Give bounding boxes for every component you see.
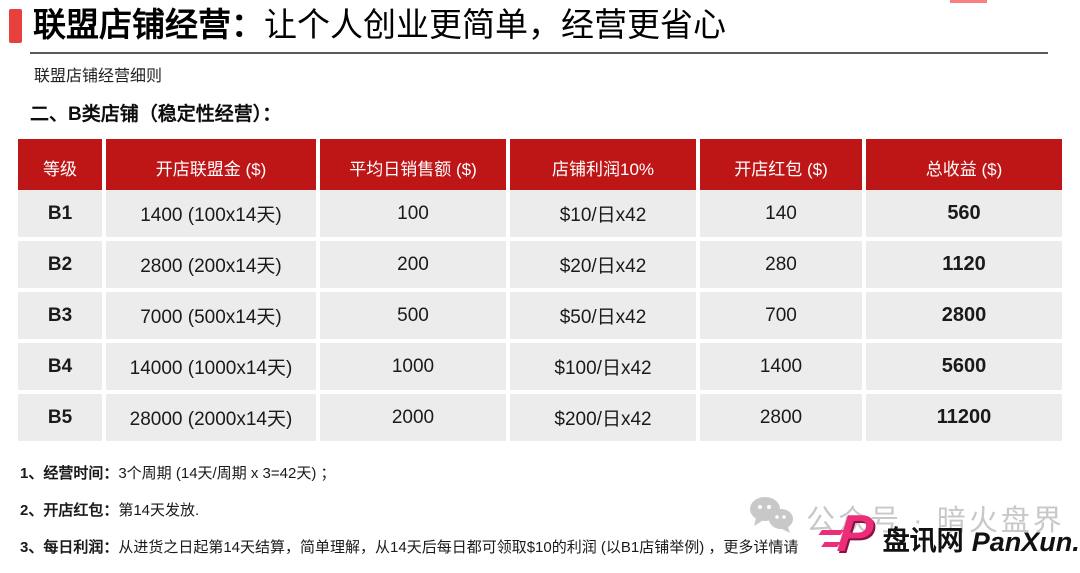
footnote-1-label: 1、经营时间： [20, 465, 119, 482]
section-heading: 二、B类店铺（稳定性经营）： [30, 104, 282, 125]
table-cell-total: 2800 [866, 292, 1062, 339]
table-cell: 100 [320, 190, 506, 237]
table-cell: 1400 (100x14天) [106, 190, 316, 237]
footnote-2-text: 第14天发放. [118, 502, 200, 519]
table-cell: 2800 [700, 394, 862, 441]
table-cell-total: 11200 [866, 394, 1062, 441]
table-cell: $100/日x42 [510, 343, 696, 390]
table-cell-total: 1120 [866, 241, 1062, 288]
page-title: 联盟店铺经营：让个人创业更简单，经营更省心 [33, 2, 726, 50]
table-cell: 1400 [700, 343, 862, 390]
table-cell: $50/日x42 [510, 292, 696, 339]
footnotes: 1、经营时间：3个周期 (14天/周期 x 3=42天) ； 2、开店红包：第1… [20, 462, 798, 573]
table-cell-total: 5600 [866, 343, 1062, 390]
table-cell: 28000 (2000x14天) [106, 394, 316, 441]
table-cell: 2800 (200x14天) [106, 241, 316, 288]
footnote-3-text: 从进货之日起第14天结算，简单理解，从14天后每日都可领取$10的利润 (以B1… [118, 539, 799, 556]
top-right-red-mark [950, 0, 987, 3]
footnote-2-label: 2、开店红包： [20, 502, 119, 519]
table-cell: 140 [700, 190, 862, 237]
page-title-prefix: 联盟店铺经营： [33, 8, 264, 44]
table-cell: 280 [700, 241, 862, 288]
store-tier-table: 等级 开店联盟金 ($) 平均日销售额 ($) 店铺利润10% 开店红包 ($)… [18, 139, 1062, 441]
site-url: PanXun.cc [971, 527, 1080, 557]
table-cell: 2000 [320, 394, 506, 441]
table-header-cell: 总收益 ($) [866, 139, 1062, 195]
table-cell-grade: B2 [18, 241, 102, 288]
table-cell: $20/日x42 [510, 241, 696, 288]
table-header-cell: 平均日销售额 ($) [320, 139, 506, 195]
table-cell-grade: B3 [18, 292, 102, 339]
page-title-rest: 让个人创业更简单，经营更省心 [264, 8, 726, 44]
title-accent-bar [9, 9, 22, 43]
title-divider [30, 52, 1048, 54]
page-subtitle: 联盟店铺经营细则 [34, 68, 163, 85]
table-header-cell: 等级 [18, 139, 102, 195]
table-cell: 14000 (1000x14天) [106, 343, 316, 390]
table-header-cell: 店铺利润10% [510, 139, 696, 195]
table-cell: 7000 (500x14天) [106, 292, 316, 339]
footnote-3-label: 3、每日利润： [20, 539, 119, 556]
table-cell: 200 [320, 241, 506, 288]
table-cell: 1000 [320, 343, 506, 390]
table-cell-grade: B5 [18, 394, 102, 441]
site-name: 盘讯网 [882, 526, 964, 556]
footnote-1: 1、经营时间：3个周期 (14天/周期 x 3=42天) ； [20, 462, 798, 483]
wechat-icon [748, 496, 794, 539]
table-cell-grade: B1 [18, 190, 102, 237]
table-cell: $200/日x42 [510, 394, 696, 441]
table-cell: $10/日x42 [510, 190, 696, 237]
footnote-3: 3、每日利润：从进货之日起第14天结算，简单理解，从14天后每日都可领取$10的… [20, 536, 798, 557]
footnote-2: 2、开店红包：第14天发放. [20, 499, 798, 520]
footnote-1-text: 3个周期 (14天/周期 x 3=42天) ； [118, 465, 336, 482]
site-watermark: P 盘讯网 PanXun.cc [834, 505, 1080, 563]
table-cell-total: 560 [866, 190, 1062, 237]
table-header-cell: 开店联盟金 ($) [106, 139, 316, 195]
table-header-cell: 开店红包 ($) [700, 139, 862, 195]
table-cell: 500 [320, 292, 506, 339]
table-cell-grade: B4 [18, 343, 102, 390]
panxun-logo-icon: P [834, 505, 876, 563]
table-cell: 700 [700, 292, 862, 339]
